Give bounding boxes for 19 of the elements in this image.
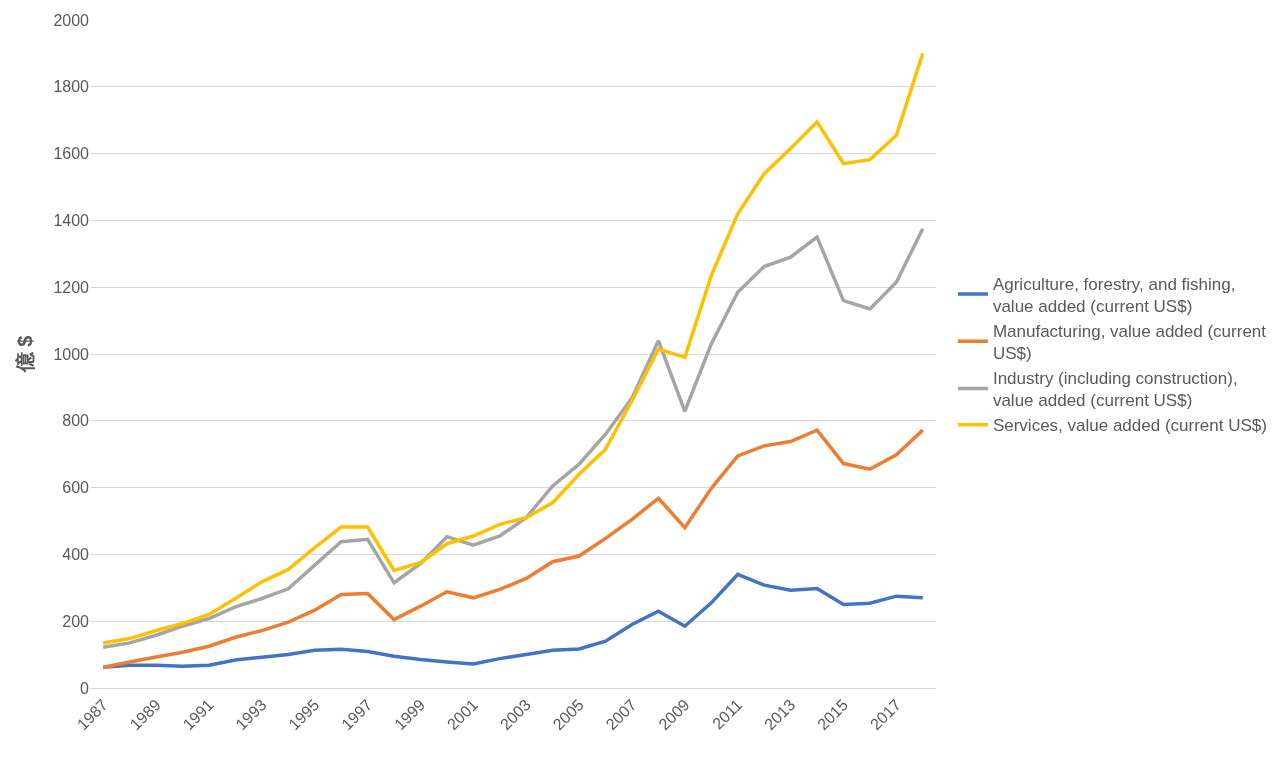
y-tick-label: 400 — [62, 546, 90, 563]
y-tick-label: 1600 — [53, 145, 90, 163]
y-tick-label: 1800 — [53, 78, 90, 96]
line-series — [101, 227, 925, 649]
legend-label: Services, value added (current US$) — [992, 416, 1267, 436]
legend-label: Manufacturing, value added (current US$) — [992, 321, 1267, 363]
y-tick-label: 0 — [80, 679, 90, 697]
y-tick-label: 1200 — [53, 278, 90, 296]
line-series — [101, 51, 925, 645]
y-axis-title: 億 $ — [13, 335, 36, 374]
y-tick-label: 800 — [62, 412, 90, 430]
y-tick-label: 1400 — [53, 212, 90, 229]
y-tick-label: 200 — [62, 612, 90, 630]
line-series — [101, 428, 925, 670]
y-tick-label: 1000 — [53, 345, 90, 363]
y-tick-label: 2000 — [53, 11, 90, 29]
legend-label: Agriculture, forestry, and fishing, value added (current US$) — [992, 274, 1236, 316]
y-tick-label: 600 — [62, 479, 90, 497]
legend-label: Industry (including construction), value added (current US$) — [992, 369, 1238, 411]
